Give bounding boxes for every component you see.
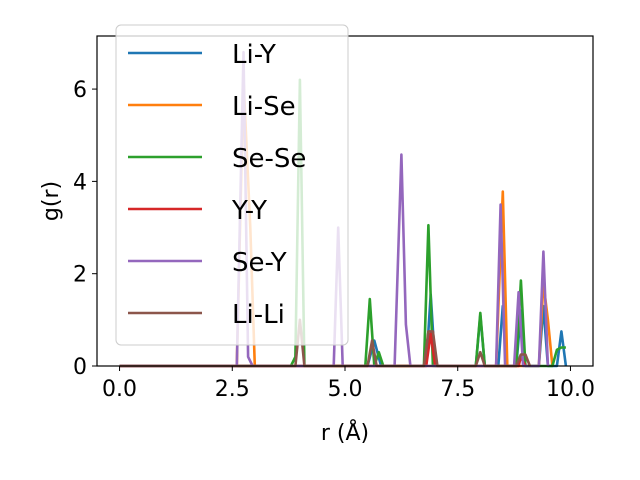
legend-label-5: Li-Li (232, 300, 285, 330)
y-tick-label: 2 (73, 263, 87, 288)
x-tick-label: 2.5 (215, 377, 250, 402)
y-tick-label: 4 (73, 170, 87, 195)
legend-label-2: Se-Se (232, 144, 306, 174)
x-tick-label: 7.5 (440, 377, 475, 402)
legend-label-0: Li-Y (232, 40, 276, 70)
legend-label-4: Se-Y (232, 248, 287, 278)
y-tick-label: 6 (73, 78, 87, 103)
y-axis-label: g(r) (39, 181, 64, 221)
legend-label-3: Y-Y (231, 196, 267, 226)
legend-label-1: Li-Se (232, 92, 296, 122)
x-axis-label: r (Å) (321, 419, 369, 446)
y-tick-label: 0 (73, 355, 87, 380)
x-tick-label: 5.0 (328, 377, 363, 402)
series-line-4 (119, 50, 550, 368)
series-line-5 (119, 318, 532, 368)
legend-box (115, 24, 349, 346)
x-tick-label: 0.0 (102, 377, 137, 402)
x-tick-label: 10.0 (546, 377, 595, 402)
legend: Li-Y Li-Se Se-Se Y-Y Se-Y Li-Li (115, 24, 349, 346)
x-axis-ticks: 0.0 2.5 5.0 7.5 10.0 (102, 366, 595, 402)
y-axis-ticks: 0 2 4 6 (73, 78, 97, 380)
